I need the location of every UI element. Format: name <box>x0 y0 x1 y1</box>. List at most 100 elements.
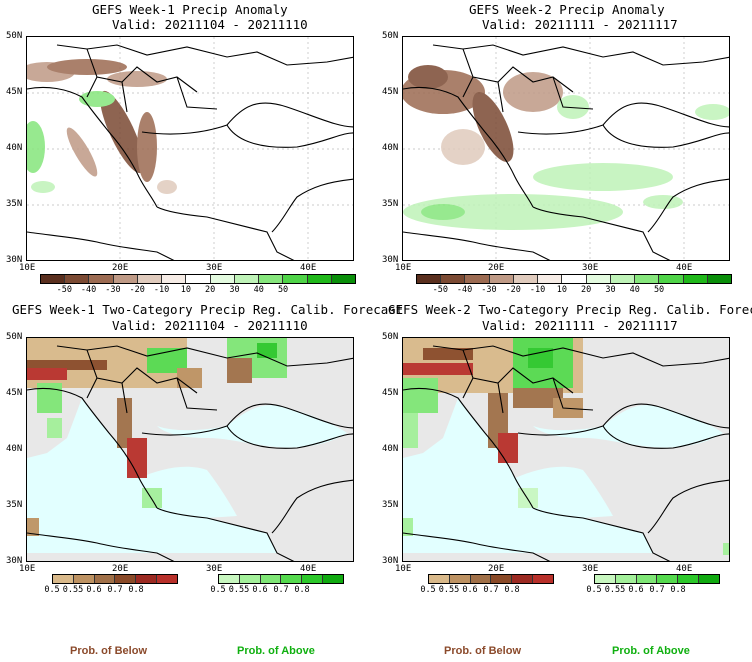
panel-week2-two-category: GEFS Week-2 Two-Category Precip Reg. Cal… <box>376 300 752 662</box>
valid-dates: Valid: 20211111 - 20211117 <box>482 17 678 32</box>
above-colorbar-tick-label: 0.55 <box>604 585 626 595</box>
below-colorbar-swatch <box>157 575 177 583</box>
panel-week1-two-category: GEFS Week-1 Two-Category Precip Reg. Cal… <box>0 300 403 662</box>
above-colorbar-tick-label: 0.8 <box>670 585 686 595</box>
lon-label: 10E <box>19 564 36 574</box>
above-colorbar-swatch <box>239 575 261 583</box>
above-colorbar-swatch <box>678 575 700 583</box>
anomaly-colorbar-swatch <box>707 275 732 283</box>
anomaly-colorbar-swatch <box>513 275 539 283</box>
lon-label: 40E <box>300 564 317 574</box>
anomaly-colorbar-tick-label: 30 <box>229 285 240 295</box>
anomaly-colorbar-tick-label: 20 <box>581 285 592 295</box>
below-colorbar-swatch <box>136 575 158 583</box>
valid-dates: Valid: 20211104 - 20211110 <box>112 318 308 333</box>
lat-label: 35N <box>6 199 23 209</box>
above-colorbar-swatch <box>699 575 719 583</box>
below-colorbar-swatch <box>470 575 492 583</box>
probability-map <box>402 337 730 562</box>
map-canvas <box>403 37 729 260</box>
below-colorbar-tick-label: 0.55 <box>438 585 460 595</box>
panel-title: GEFS Week-1 Two-Category Precip Reg. Cal… <box>12 302 404 317</box>
anomaly-colorbar-swatch <box>65 275 90 283</box>
anomaly-colorbar-tick-label: -30 <box>105 285 121 295</box>
anomaly-colorbar-tick-label: -10 <box>529 285 546 295</box>
above-colorbar-tick-label: 0.5 <box>586 585 602 595</box>
anomaly-colorbar-swatch <box>162 275 187 283</box>
anomaly-colorbar-swatch <box>186 275 211 283</box>
lat-label: 50N <box>6 31 23 41</box>
lon-label: 10E <box>395 263 412 273</box>
valid-dates: Valid: 20211111 - 20211117 <box>482 318 678 333</box>
lat-label: 50N <box>382 31 399 41</box>
above-colorbar-tick-label: 0.7 <box>273 585 289 595</box>
below-colorbar-tick-label: 0.5 <box>44 585 60 595</box>
anomaly-colorbar-swatch <box>441 275 466 283</box>
map-canvas <box>403 338 729 561</box>
anomaly-colorbar-tick-label: -20 <box>505 285 521 295</box>
anomaly-colorbar-swatch <box>610 275 636 283</box>
below-colorbar-swatch <box>429 575 450 583</box>
lat-label: 45N <box>6 388 23 398</box>
below-colorbar <box>428 574 554 584</box>
lon-label: 30E <box>582 564 599 574</box>
lon-label: 10E <box>19 263 36 273</box>
anomaly-colorbar-swatch <box>41 275 66 283</box>
above-colorbar-tick-label: 0.5 <box>210 585 226 595</box>
lat-label: 30N <box>6 255 23 265</box>
prob-above-label: Prob. of Above <box>237 645 315 657</box>
probability-map <box>26 337 354 562</box>
below-colorbar-tick-label: 0.7 <box>107 585 123 595</box>
lon-label: 20E <box>488 564 505 574</box>
below-colorbar-tick-label: 0.6 <box>462 585 478 595</box>
lat-label: 50N <box>6 332 23 342</box>
anomaly-colorbar-swatch <box>307 275 332 283</box>
above-colorbar-swatch <box>260 575 282 583</box>
anomaly-colorbar <box>416 274 732 284</box>
anomaly-colorbar-tick-label: 30 <box>605 285 616 295</box>
anomaly-colorbar-swatch <box>234 275 260 283</box>
above-colorbar-swatch <box>281 575 303 583</box>
anomaly-colorbar-swatch <box>635 275 660 283</box>
above-colorbar-swatch <box>636 575 658 583</box>
lon-label: 30E <box>206 263 223 273</box>
anomaly-colorbar-swatch <box>89 275 114 283</box>
panel-title: GEFS Week-1 Precip Anomaly <box>92 2 288 17</box>
map-canvas <box>27 338 353 561</box>
above-colorbar-tick-label: 0.6 <box>252 585 268 595</box>
above-colorbar-tick-label: 0.8 <box>294 585 310 595</box>
lat-label: 40N <box>382 444 399 454</box>
above-colorbar-swatch <box>595 575 616 583</box>
above-colorbar-swatch <box>657 575 679 583</box>
below-colorbar-swatch <box>94 575 116 583</box>
below-colorbar-tick-label: 0.8 <box>128 585 144 595</box>
valid-dates: Valid: 20211104 - 20211110 <box>112 17 308 32</box>
lat-label: 35N <box>382 199 399 209</box>
anomaly-colorbar-swatch <box>331 275 356 283</box>
lat-label: 40N <box>6 143 23 153</box>
anomaly-colorbar-swatch <box>659 275 684 283</box>
lat-label: 45N <box>382 388 399 398</box>
anomaly-colorbar-tick-label: -50 <box>432 285 448 295</box>
below-colorbar-tick-label: 0.5 <box>420 585 436 595</box>
anomaly-colorbar-tick-label: 10 <box>556 285 567 295</box>
anomaly-colorbar-tick-label: -40 <box>456 285 473 295</box>
above-colorbar-swatch <box>302 575 324 583</box>
below-colorbar-swatch <box>73 575 95 583</box>
anomaly-colorbar-tick-label: 40 <box>629 285 640 295</box>
lat-label: 40N <box>6 444 23 454</box>
lon-label: 10E <box>395 564 412 574</box>
anomaly-colorbar-tick-label: -40 <box>80 285 97 295</box>
anomaly-colorbar-tick-label: 10 <box>180 285 191 295</box>
anomaly-colorbar <box>40 274 356 284</box>
anomaly-colorbar-tick-label: 50 <box>277 285 289 295</box>
lat-label: 30N <box>6 556 23 566</box>
anomaly-colorbar-swatch <box>586 275 611 283</box>
anomaly-colorbar-swatch <box>538 275 563 283</box>
anomaly-colorbar-tick-label: 20 <box>205 285 216 295</box>
anomaly-colorbar-swatch <box>465 275 490 283</box>
anomaly-colorbar-swatch <box>417 275 442 283</box>
lon-label: 40E <box>676 564 693 574</box>
panel-week2-anomaly: GEFS Week-2 Precip Anomaly Valid: 202111… <box>376 0 752 300</box>
above-colorbar-tick-label: 0.6 <box>628 585 644 595</box>
